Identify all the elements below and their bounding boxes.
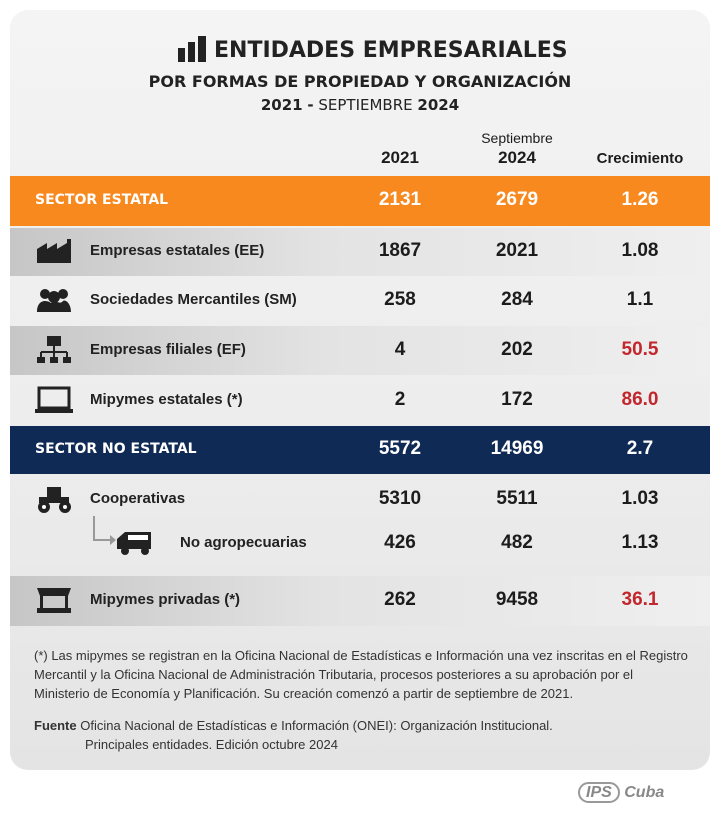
section-band xyxy=(10,176,710,226)
source-label: Fuente xyxy=(34,718,77,733)
title-icon xyxy=(178,36,206,62)
period-start: 2021 xyxy=(260,96,303,114)
row-icon xyxy=(35,485,75,520)
row-icon xyxy=(35,237,75,272)
icon xyxy=(38,487,71,513)
col-header: Crecimiento xyxy=(596,150,684,167)
row-value: 262 xyxy=(384,589,416,610)
footnote: (*) Las mipymes se registran en la Ofici… xyxy=(34,648,688,701)
source-line: Principales entidades. Edición octubre 2… xyxy=(85,737,338,752)
logo: IPS Cuba xyxy=(578,782,665,803)
icon xyxy=(35,386,73,413)
table-row xyxy=(10,228,710,276)
title: ENTIDADES EMPRESARIALES xyxy=(214,38,568,63)
source: Fuente Oficina Nacional de Estadísticas … xyxy=(34,716,553,754)
row-icon xyxy=(35,286,75,321)
period: 2021 - SEPTIEMBRE 2024 xyxy=(0,96,720,114)
row-value: 1.03 xyxy=(621,488,659,509)
icon xyxy=(37,289,71,312)
section-value: 14969 xyxy=(490,438,544,459)
logo-brand: IPS xyxy=(578,782,620,803)
card xyxy=(10,10,710,770)
row-value: 1.13 xyxy=(621,532,659,553)
section-value: 2131 xyxy=(378,189,422,210)
period-end: 2024 xyxy=(417,96,460,114)
connector xyxy=(93,516,116,545)
row-value: 172 xyxy=(501,388,533,410)
row-value: 1.1 xyxy=(626,289,654,310)
row-value: 202 xyxy=(501,338,533,360)
row-value: 36.1 xyxy=(621,589,659,610)
col-header: 2024 xyxy=(498,148,536,167)
row-label: Empresas estatales (EE) xyxy=(90,242,265,259)
section-value: 1.26 xyxy=(621,189,659,210)
row-label: Sociedades Mercantiles (SM) xyxy=(90,291,297,308)
section-band xyxy=(10,426,710,474)
row-value: 4 xyxy=(394,338,406,360)
table-row xyxy=(10,576,710,626)
row-value: 2 xyxy=(394,388,406,410)
row-value: 1.08 xyxy=(621,240,659,261)
row-value: 2021 xyxy=(495,240,539,261)
period-month: SEPTIEMBRE xyxy=(318,96,413,114)
row-value: 482 xyxy=(501,532,533,553)
row-label: Mipymes privadas (*) xyxy=(90,591,241,608)
icon xyxy=(37,588,71,613)
row-value: 258 xyxy=(384,289,416,310)
row-value: 5310 xyxy=(378,488,422,509)
row-value: 284 xyxy=(501,289,533,310)
row-label: Cooperativas xyxy=(90,490,186,507)
subtitle: POR FORMAS DE PROPIEDAD Y ORGANIZACIÓN xyxy=(148,72,572,91)
row-value: 50.5 xyxy=(621,338,659,360)
icon xyxy=(117,532,151,555)
row-icon xyxy=(35,335,75,371)
row-value: 426 xyxy=(384,532,416,553)
row-icon xyxy=(115,529,155,564)
source-line: Oficina Nacional de Estadísticas e Infor… xyxy=(80,718,553,733)
section-label: SECTOR NO ESTATAL xyxy=(35,441,197,457)
row-value: 5511 xyxy=(496,488,538,509)
table-row xyxy=(10,326,710,375)
row-label: No agropecuarias xyxy=(180,534,307,551)
section-value: 2679 xyxy=(495,189,539,210)
section-value: 2.7 xyxy=(626,438,654,459)
icon xyxy=(37,239,71,263)
row-icon xyxy=(35,386,75,421)
section-label: SECTOR ESTATAL xyxy=(35,192,169,208)
logo-region: Cuba xyxy=(624,784,665,801)
icon xyxy=(37,335,71,363)
row-value: 1867 xyxy=(378,240,422,261)
col-note: Septiembre xyxy=(481,130,553,146)
col-header: 2021 xyxy=(381,148,419,167)
row-value: 9458 xyxy=(495,589,539,610)
row-label: Empresas filiales (EF) xyxy=(90,340,246,358)
row-icon xyxy=(35,586,75,621)
row-label: Mipymes estatales (*) xyxy=(90,390,243,408)
period-sep: - xyxy=(307,96,314,114)
section-value: 5572 xyxy=(378,438,422,459)
row-value: 86.0 xyxy=(621,388,659,410)
